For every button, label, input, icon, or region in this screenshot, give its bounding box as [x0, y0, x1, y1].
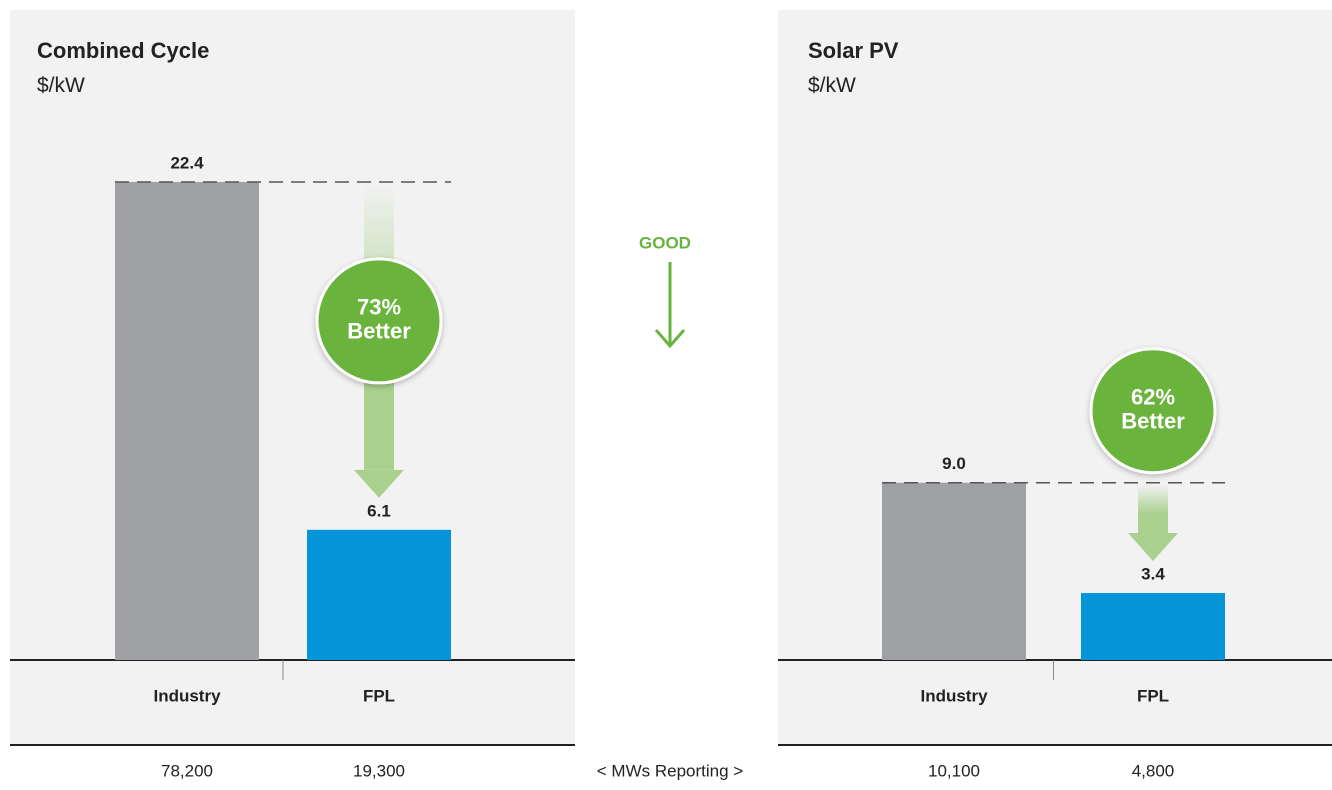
arrow-shaft [1138, 484, 1168, 534]
badge-circle [1089, 347, 1217, 475]
mws-value: 19,300 [353, 761, 405, 780]
bar [115, 181, 259, 660]
mws-value: 10,100 [928, 761, 980, 780]
category-label: Industry [920, 686, 988, 705]
mws-value: 4,800 [1132, 761, 1175, 780]
category-label: FPL [1137, 686, 1169, 705]
arrow-head [1128, 533, 1178, 562]
value-label: 22.4 [170, 153, 204, 172]
bar [1081, 593, 1225, 660]
good-label: GOOD [639, 233, 691, 252]
arrow-head [354, 469, 404, 498]
badge-text: 73% [357, 295, 401, 320]
mws-reporting-label: < MWs Reporting > [597, 761, 744, 780]
good-arrow [654, 262, 686, 349]
value-label: 9.0 [942, 454, 966, 473]
badge-text: Better [1121, 409, 1185, 434]
panel-background [10, 10, 575, 745]
category-label: FPL [363, 686, 395, 705]
badge-circle [315, 257, 443, 385]
mws-value: 78,200 [161, 761, 213, 780]
chart-title: Combined Cycle [37, 38, 209, 63]
chart-subtitle: $/kW [808, 74, 856, 97]
chart-subtitle: $/kW [37, 74, 85, 97]
value-label: 3.4 [1141, 565, 1165, 584]
badge-text: Better [347, 319, 411, 344]
bar [882, 482, 1026, 660]
badge-text: 62% [1131, 385, 1175, 410]
value-label: 6.1 [367, 501, 391, 520]
category-label: Industry [153, 686, 221, 705]
bar [307, 529, 451, 660]
panel-background [778, 10, 1332, 745]
chart-title: Solar PV [808, 38, 899, 63]
